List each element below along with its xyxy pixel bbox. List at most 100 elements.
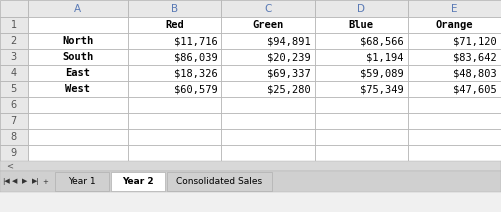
- Bar: [128, 17, 221, 33]
- Text: 1: 1: [11, 20, 17, 30]
- Bar: [315, 49, 408, 65]
- Bar: [128, 65, 221, 81]
- Bar: [408, 65, 501, 81]
- Text: Year 1: Year 1: [68, 177, 96, 186]
- Bar: [28, 97, 128, 113]
- Bar: [315, 17, 408, 33]
- Bar: [28, 129, 128, 145]
- Text: +: +: [42, 179, 48, 184]
- Bar: [128, 97, 221, 113]
- Bar: [0, 65, 28, 81]
- Text: A: A: [74, 4, 82, 14]
- Text: $94,891: $94,891: [267, 36, 311, 46]
- Text: $69,337: $69,337: [267, 68, 311, 78]
- Text: North: North: [62, 36, 94, 46]
- Bar: [408, 145, 501, 161]
- Text: 2: 2: [11, 36, 17, 46]
- Bar: [0, 129, 28, 145]
- Text: Blue: Blue: [349, 20, 374, 30]
- Bar: [128, 0, 221, 17]
- Text: Red: Red: [165, 20, 184, 30]
- Bar: [408, 81, 501, 97]
- Bar: [221, 0, 315, 17]
- Bar: [221, 129, 315, 145]
- Bar: [0, 0, 28, 17]
- Bar: [315, 145, 408, 161]
- Text: $68,566: $68,566: [360, 36, 404, 46]
- Text: 7: 7: [11, 116, 17, 126]
- Bar: [128, 129, 221, 145]
- Bar: [221, 97, 315, 113]
- Bar: [315, 81, 408, 97]
- Bar: [0, 145, 28, 161]
- Bar: [408, 17, 501, 33]
- Text: Consolidated Sales: Consolidated Sales: [176, 177, 263, 186]
- Bar: [408, 0, 501, 17]
- Bar: [128, 145, 221, 161]
- Text: $48,803: $48,803: [453, 68, 497, 78]
- Text: $18,326: $18,326: [174, 68, 217, 78]
- Bar: [28, 0, 128, 17]
- Text: West: West: [65, 84, 90, 94]
- Text: C: C: [265, 4, 272, 14]
- Text: $83,642: $83,642: [453, 52, 497, 62]
- Bar: [0, 17, 28, 33]
- Bar: [221, 113, 315, 129]
- Bar: [221, 17, 315, 33]
- Bar: [28, 65, 128, 81]
- Text: 9: 9: [11, 148, 17, 158]
- Bar: [221, 145, 315, 161]
- Text: E: E: [451, 4, 457, 14]
- Bar: [0, 49, 28, 65]
- Bar: [408, 33, 501, 49]
- Bar: [221, 65, 315, 81]
- Bar: [28, 33, 128, 49]
- Text: $25,280: $25,280: [267, 84, 311, 94]
- Bar: [315, 0, 408, 17]
- Text: |◀: |◀: [2, 178, 10, 185]
- Text: 4: 4: [11, 68, 17, 78]
- Bar: [0, 161, 501, 171]
- Bar: [28, 49, 128, 65]
- Bar: [0, 171, 501, 192]
- Text: $86,039: $86,039: [174, 52, 217, 62]
- Bar: [315, 129, 408, 145]
- Text: $75,349: $75,349: [360, 84, 404, 94]
- Bar: [28, 145, 128, 161]
- Text: Green: Green: [253, 20, 284, 30]
- Text: $1,194: $1,194: [366, 52, 404, 62]
- Text: East: East: [65, 68, 90, 78]
- Bar: [128, 113, 221, 129]
- Text: South: South: [62, 52, 94, 62]
- Bar: [315, 65, 408, 81]
- Text: ▶|: ▶|: [32, 178, 40, 185]
- Text: $47,605: $47,605: [453, 84, 497, 94]
- Text: Orange: Orange: [436, 20, 473, 30]
- Text: ▶: ▶: [22, 179, 28, 184]
- Bar: [55, 172, 109, 191]
- Bar: [315, 33, 408, 49]
- Bar: [128, 49, 221, 65]
- Bar: [408, 97, 501, 113]
- Text: 5: 5: [11, 84, 17, 94]
- Bar: [315, 97, 408, 113]
- Bar: [408, 49, 501, 65]
- Bar: [111, 172, 165, 191]
- Text: $11,716: $11,716: [174, 36, 217, 46]
- Bar: [0, 113, 28, 129]
- Bar: [0, 33, 28, 49]
- Text: 8: 8: [11, 132, 17, 142]
- Bar: [0, 81, 28, 97]
- Bar: [28, 113, 128, 129]
- Text: Year 2: Year 2: [122, 177, 154, 186]
- Text: $59,089: $59,089: [360, 68, 404, 78]
- Bar: [128, 81, 221, 97]
- Bar: [315, 113, 408, 129]
- Bar: [28, 17, 128, 33]
- Bar: [28, 81, 128, 97]
- Bar: [167, 172, 272, 191]
- Text: 6: 6: [11, 100, 17, 110]
- Bar: [128, 33, 221, 49]
- Bar: [221, 33, 315, 49]
- Text: 3: 3: [11, 52, 17, 62]
